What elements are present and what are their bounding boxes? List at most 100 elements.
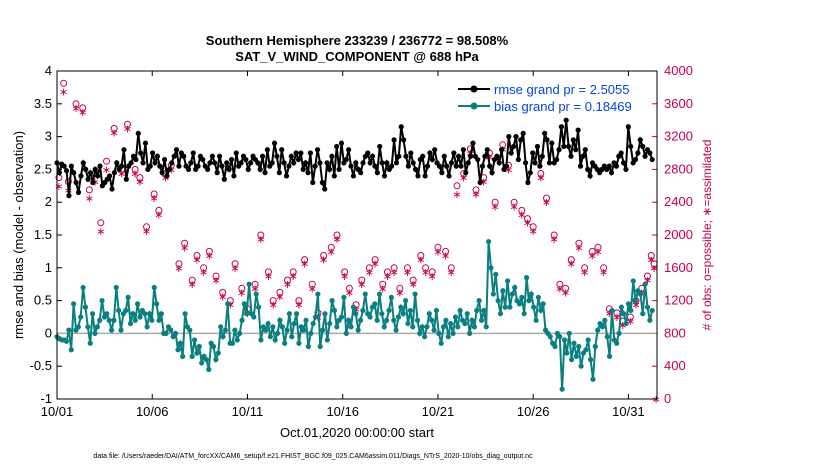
rmse-point xyxy=(377,143,383,150)
obs-possible-marker xyxy=(301,256,309,264)
rmse-point xyxy=(353,160,359,166)
bias-point xyxy=(116,307,122,314)
obs-assimilated-marker: ∗ xyxy=(647,254,656,267)
rmse-point xyxy=(295,156,302,163)
bias-point xyxy=(350,304,357,310)
bias-point xyxy=(623,320,629,327)
obs-possible-marker xyxy=(283,276,291,284)
obs-possible-marker xyxy=(600,264,608,272)
bias-point xyxy=(573,353,579,359)
bias-point xyxy=(414,317,421,323)
bias-point xyxy=(488,265,494,271)
rmse-point xyxy=(632,156,639,163)
bias-point xyxy=(251,314,257,320)
rmse-point xyxy=(171,153,177,159)
bias-point xyxy=(606,353,613,359)
bias-point xyxy=(504,278,511,284)
obs-possible-marker xyxy=(447,264,455,272)
y2-tick-label: 1200 xyxy=(664,293,693,308)
obs-possible-marker xyxy=(383,268,391,276)
obs-assimilated-marker: ∗ xyxy=(294,299,303,312)
rmse-point xyxy=(515,156,521,163)
bias-point xyxy=(97,317,103,323)
rmse-point xyxy=(243,156,249,163)
bias-point xyxy=(94,324,100,330)
rmse-point xyxy=(317,160,323,166)
rmse-point xyxy=(128,160,134,166)
bias-point xyxy=(142,311,148,317)
rmse-point xyxy=(463,170,469,176)
rmse-point xyxy=(200,156,206,163)
x-tick-label: 10/31 xyxy=(612,404,645,419)
rmse-point xyxy=(307,150,313,156)
rmse-point xyxy=(176,163,182,169)
bias-point xyxy=(478,317,485,323)
rmse-point xyxy=(288,153,294,159)
rmse-point xyxy=(185,166,192,172)
obs-assimilated-marker: ∗ xyxy=(365,266,374,279)
bias-point xyxy=(393,327,399,333)
bias-point xyxy=(267,334,274,340)
rmse-point xyxy=(66,193,72,199)
rmse-point xyxy=(271,140,278,146)
y-tick-label: 3 xyxy=(45,129,52,144)
bias-point xyxy=(63,338,70,344)
obs-assimilated-marker: ∗ xyxy=(529,225,538,238)
rmse-line xyxy=(56,120,654,196)
bias-point xyxy=(360,307,366,314)
bias-point xyxy=(272,337,278,343)
rmse-point xyxy=(544,137,550,143)
bias-point xyxy=(99,298,105,304)
bias-point xyxy=(106,317,112,323)
rmse-point xyxy=(61,163,67,169)
bias-point xyxy=(265,320,271,327)
bias-point xyxy=(452,314,459,320)
bias-point xyxy=(557,334,563,340)
rmse-point xyxy=(75,189,82,195)
obs-assimilated-marker: ∗ xyxy=(383,270,392,283)
x-tick-label: 10/11 xyxy=(232,404,264,419)
obs-assimilated-marker: ∗ xyxy=(561,286,570,299)
rmse-point xyxy=(436,163,443,169)
bias-point xyxy=(540,301,546,307)
obs-possible-marker xyxy=(518,206,526,214)
rmse-point xyxy=(326,166,333,172)
rmse-point xyxy=(92,166,98,172)
obs-possible-marker xyxy=(403,264,411,272)
obs-assimilated-marker: ∗ xyxy=(308,282,317,295)
obs-possible-marker xyxy=(358,276,366,284)
rmse-point xyxy=(109,186,115,192)
bias-point xyxy=(312,314,319,320)
rmse-point xyxy=(248,160,254,166)
obs-assimilated-marker: ∗ xyxy=(154,209,163,222)
y2-tick-label: 3200 xyxy=(664,129,693,144)
bias-point xyxy=(66,327,72,333)
bias-point xyxy=(604,334,610,340)
rmse-point xyxy=(118,163,125,169)
rmse-point xyxy=(310,179,316,186)
bias-point xyxy=(614,340,620,346)
bias-point xyxy=(317,343,323,350)
rmse-point xyxy=(429,156,435,163)
rmse-point xyxy=(346,147,352,153)
obs-assimilated-marker: ∗ xyxy=(523,217,532,230)
bias-point xyxy=(322,311,328,317)
bias-point xyxy=(590,376,596,382)
rmse-point xyxy=(300,166,306,172)
bias-point xyxy=(75,324,81,330)
bias-point xyxy=(448,320,454,327)
rmse-point xyxy=(343,156,349,163)
obs-assimilated-marker: ∗ xyxy=(555,282,564,295)
rmse-point xyxy=(374,170,380,176)
y2-axis-label: # of obs: o=possible; ∗=assimilated xyxy=(700,140,714,331)
bias-point xyxy=(203,357,210,363)
bias-point xyxy=(71,301,77,307)
obs-assimilated-marker: ∗ xyxy=(580,266,589,279)
obs-possible-marker xyxy=(308,280,316,288)
rmse-point xyxy=(164,173,170,179)
obs-possible-marker xyxy=(193,252,201,259)
bias-point xyxy=(146,311,153,317)
bias-point xyxy=(289,334,295,340)
bias-point xyxy=(255,304,262,310)
bias-point xyxy=(483,324,489,330)
